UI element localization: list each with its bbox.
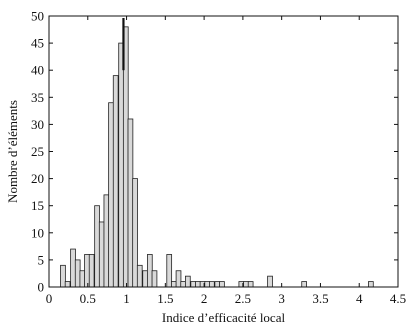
histogram-bar [190,281,197,288]
x-axis-title: Indice d’efficacité local [162,310,286,325]
histogram-bar [368,281,374,288]
x-axis-ticks: 0 0.5 1 1.5 2 2.5 3 3.5 4 4.5 [46,16,406,306]
histogram-bar [247,281,254,288]
histogram-bar [151,270,158,288]
x-tick-label: 2 [201,291,208,306]
histogram-bar [98,221,105,288]
y-tick-label: 45 [31,36,44,51]
x-tick-label: 4 [356,291,363,306]
y-tick-label: 0 [38,280,45,295]
histogram-bar [136,264,143,288]
histogram-bar [79,270,86,288]
histogram-bar [88,254,95,288]
x-tick-label: 4.5 [390,291,406,306]
y-tick-label: 15 [31,198,44,213]
histogram-bar [142,270,148,288]
histogram-bar [209,281,215,288]
x-tick-label: 3.5 [312,291,328,306]
histogram-bar [267,275,273,288]
histogram-bar [70,248,76,288]
histogram-bar [132,178,138,288]
histogram-bar [60,264,66,288]
x-tick-label: 1.5 [157,291,173,306]
histogram-bar [146,254,153,288]
histogram-bar [214,281,221,288]
histogram-bar [103,194,110,288]
x-tick-label: 0.5 [80,291,96,306]
x-tick-label: 3 [278,291,285,306]
y-axis-title: Nombre d’éléments [5,100,20,203]
histogram-bar [112,75,119,288]
histogram-bar [185,275,191,288]
bar-group [60,26,374,288]
histogram-bar [74,259,81,288]
y-tick-label: 5 [38,252,45,267]
histogram-bar [301,281,307,288]
y-tick-label: 40 [31,63,44,78]
y-axis-ticks: 0 5 10 15 20 25 30 35 40 45 50 [31,9,398,295]
histogram-bar [127,118,134,288]
histogram-bar [171,281,177,288]
x-tick-label: 0 [46,291,53,306]
y-tick-label: 10 [31,225,44,240]
x-tick-label: 1 [123,291,130,306]
y-tick-label: 35 [31,90,44,105]
histogram-bar [64,281,71,288]
y-tick-label: 20 [31,171,44,186]
histogram-bar [108,102,114,288]
histogram-bar [204,281,211,288]
histogram-bar [175,270,182,288]
y-tick-label: 50 [31,9,44,24]
histogram-bar [166,254,173,288]
histogram-bar [118,42,124,288]
histogram-bar [84,254,90,288]
x-tick-label: 2.5 [235,291,251,306]
y-tick-label: 30 [31,117,44,132]
histogram-bar [180,281,186,288]
histogram-bar [94,205,100,288]
histogram-bar [195,281,201,288]
y-tick-label: 25 [31,144,44,159]
histogram-bar [243,281,249,288]
histogram-bar [219,281,225,288]
